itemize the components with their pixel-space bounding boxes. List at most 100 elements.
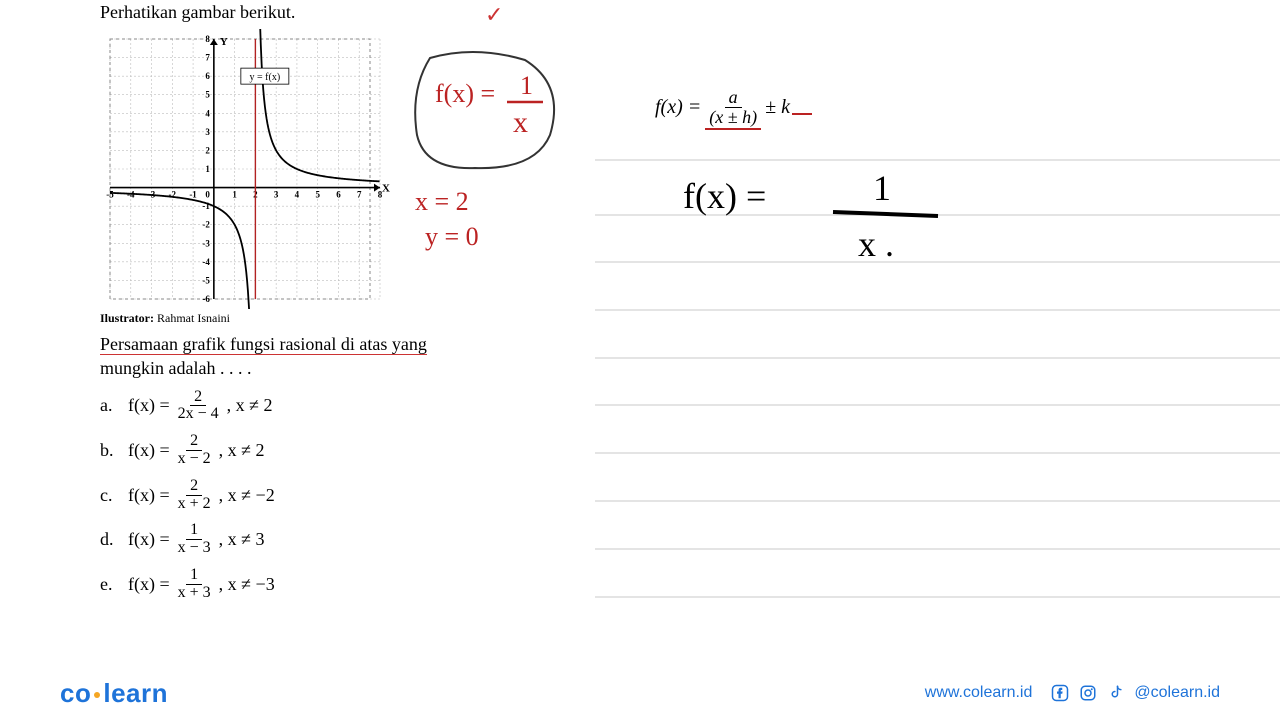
option-a-frac: 2 2x − 4: [174, 389, 223, 424]
svg-text:7: 7: [357, 190, 362, 200]
svg-text:8: 8: [205, 34, 210, 44]
svg-text:6: 6: [205, 71, 210, 81]
option-d-frac: 1 x − 3: [174, 522, 215, 557]
option-b-frac: 2 x − 2: [174, 433, 215, 468]
option-c-suffix: , x ≠ −2: [219, 485, 275, 506]
svg-text:4: 4: [205, 108, 210, 118]
page-root: Perhatikan gambar berikut. ✓ -5-4-3-2-11…: [0, 0, 1280, 720]
option-a-num: 2: [190, 389, 206, 407]
svg-text:Y: Y: [220, 36, 228, 48]
svg-text:1: 1: [232, 190, 237, 200]
option-d[interactable]: d. f(x) = 1 x − 3 , x ≠ 3: [100, 522, 560, 557]
option-e-letter: e.: [100, 574, 128, 595]
svg-text:3: 3: [274, 190, 279, 200]
option-c-num: 2: [186, 478, 202, 496]
formula-den-text: (x ± h): [709, 107, 757, 127]
option-d-den: x − 3: [174, 540, 215, 557]
tiktok-icon[interactable]: [1106, 683, 1126, 703]
notes-panel: f(x) = a (x ± h) ± k f(x) = 1 x .: [595, 0, 1280, 720]
option-a-den: 2x − 4: [174, 406, 223, 423]
option-a[interactable]: a. f(x) = 2 2x − 4 , x ≠ 2: [100, 389, 560, 424]
brand-dot-icon: [94, 692, 100, 698]
option-d-prefix: f(x) =: [128, 529, 170, 550]
question-text: Persamaan grafik fungsi rasional di atas…: [100, 332, 460, 381]
option-c-frac: 2 x + 2: [174, 478, 215, 513]
checkmark-icon: ✓: [485, 2, 503, 28]
handwritten-fx-svg: f(x) = 1 x .: [683, 168, 983, 278]
illustrator-label: Ilustrator:: [100, 311, 154, 325]
facebook-icon[interactable]: [1050, 683, 1070, 703]
svg-text:-5: -5: [202, 275, 210, 285]
illustrator-name: Rahmat Isnaini: [157, 311, 230, 325]
option-e-frac: 1 x + 3: [174, 567, 215, 602]
footer-right: www.colearn.id @colearn.id: [925, 683, 1220, 703]
svg-text:6: 6: [336, 190, 341, 200]
question-line2: mungkin adalah . . . .: [100, 358, 251, 378]
svg-text:1: 1: [205, 164, 210, 174]
option-d-letter: d.: [100, 529, 128, 550]
hand-lhs: f(x) =: [683, 176, 766, 216]
illustrator-credit: Ilustrator: Rahmat Isnaini: [100, 311, 560, 326]
footer-url[interactable]: www.colearn.id: [925, 684, 1033, 702]
option-b-prefix: f(x) =: [128, 440, 170, 461]
svg-text:7: 7: [205, 53, 210, 63]
formula-lhs: f(x) =: [655, 96, 701, 119]
option-c[interactable]: c. f(x) = 2 x + 2 , x ≠ −2: [100, 478, 560, 513]
brand-learn: learn: [103, 678, 168, 708]
svg-text:-1: -1: [189, 190, 197, 200]
red-annotation-svg: f(x) = 1 x x = 2 y = 0: [405, 50, 585, 280]
annotation-y-eq: y = 0: [425, 222, 479, 251]
option-e-suffix: , x ≠ −3: [219, 574, 275, 595]
brand-co: co: [60, 678, 91, 708]
question-underline: Persamaan grafik fungsi rasional di atas…: [100, 334, 427, 355]
option-a-expr: f(x) = 2 2x − 4 , x ≠ 2: [128, 389, 273, 424]
svg-text:4: 4: [295, 190, 300, 200]
option-d-suffix: , x ≠ 3: [219, 529, 265, 550]
footer: colearn www.colearn.id @colearn.id: [0, 666, 1280, 720]
option-b-den: x − 2: [174, 451, 215, 468]
svg-text:y = f(x): y = f(x): [250, 72, 281, 83]
option-d-expr: f(x) = 1 x − 3 , x ≠ 3: [128, 522, 265, 557]
handwritten-fx: f(x) = 1 x .: [683, 168, 983, 287]
svg-text:-5: -5: [106, 190, 114, 200]
option-e-prefix: f(x) =: [128, 574, 170, 595]
option-e-expr: f(x) = 1 x + 3 , x ≠ −3: [128, 567, 275, 602]
svg-text:-2: -2: [202, 220, 210, 230]
svg-text:-4: -4: [202, 257, 210, 267]
option-b[interactable]: b. f(x) = 2 x − 2 , x ≠ 2: [100, 433, 560, 468]
svg-text:X: X: [382, 183, 390, 195]
option-c-expr: f(x) = 2 x + 2 , x ≠ −2: [128, 478, 275, 513]
option-b-suffix: , x ≠ 2: [219, 440, 265, 461]
graph-container: -5-4-3-2-112345678-6-5-4-3-2-1123456780 …: [100, 29, 390, 309]
annotation-fx-den: x: [513, 106, 528, 139]
question-line1: Persamaan grafik fungsi rasional di atas…: [100, 334, 427, 355]
formula-den: (x ± h): [705, 108, 761, 127]
option-d-num: 1: [186, 522, 202, 540]
options-list: a. f(x) = 2 2x − 4 , x ≠ 2 b. f(x) = 2: [100, 389, 560, 602]
svg-text:-6: -6: [202, 294, 210, 304]
footer-handle[interactable]: @colearn.id: [1134, 684, 1220, 702]
option-b-num: 2: [186, 433, 202, 451]
formula-tail: ± k: [765, 96, 790, 119]
annotation-fx-lhs: f(x) =: [435, 79, 495, 108]
option-a-letter: a.: [100, 395, 128, 416]
option-c-prefix: f(x) =: [128, 485, 170, 506]
svg-text:5: 5: [315, 190, 320, 200]
option-e-num: 1: [186, 567, 202, 585]
option-e[interactable]: e. f(x) = 1 x + 3 , x ≠ −3: [100, 567, 560, 602]
option-c-letter: c.: [100, 485, 128, 506]
instagram-icon[interactable]: [1078, 683, 1098, 703]
option-a-prefix: f(x) =: [128, 395, 170, 416]
hand-num: 1: [873, 168, 891, 208]
formula-num: a: [725, 88, 742, 108]
graph-svg: -5-4-3-2-112345678-6-5-4-3-2-1123456780 …: [100, 29, 390, 309]
option-b-expr: f(x) = 2 x − 2 , x ≠ 2: [128, 433, 265, 468]
svg-text:0: 0: [205, 190, 210, 200]
brand-logo: colearn: [60, 678, 168, 709]
svg-text:5: 5: [205, 90, 210, 100]
svg-text:2: 2: [205, 145, 210, 155]
annotation-x-eq: x = 2: [415, 187, 469, 216]
formula-tail-underline-icon: [792, 113, 812, 115]
svg-text:3: 3: [205, 127, 210, 137]
option-a-suffix: , x ≠ 2: [227, 395, 273, 416]
